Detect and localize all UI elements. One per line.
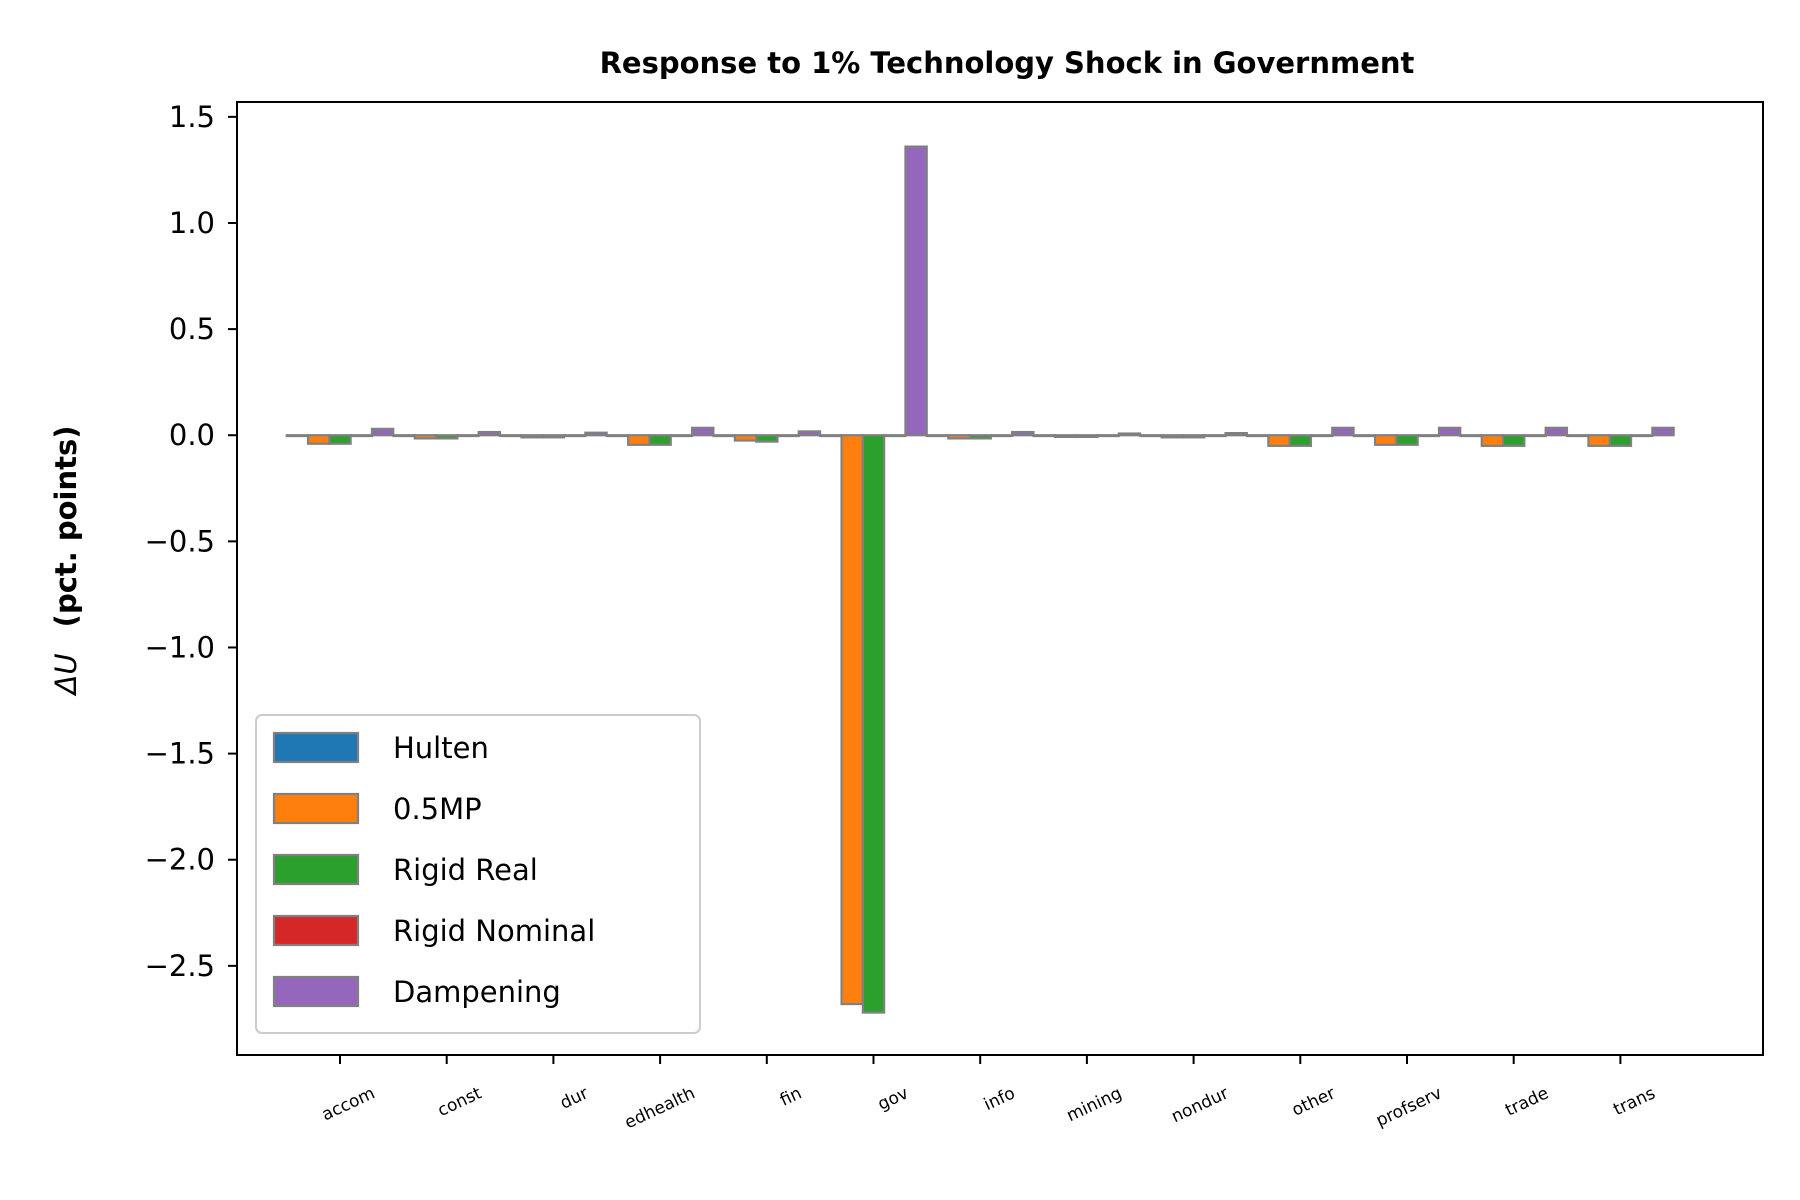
bar-accom-rigid-nominal — [349, 434, 374, 438]
bar-nondur-dampening — [1224, 432, 1248, 437]
bar-other-rigid-nominal — [1309, 434, 1334, 438]
bar-profserv-hulten — [1352, 434, 1377, 438]
bar-fin-rigid-real — [755, 434, 779, 443]
bar-info-rigid-nominal — [989, 434, 1014, 438]
bar-nondur-hulten — [1139, 434, 1163, 438]
bar-trade-0-5mp — [1480, 434, 1505, 447]
bar-fin-dampening — [797, 430, 822, 437]
bar-other-0-5mp — [1267, 434, 1291, 447]
bar-dur-0-5mp — [520, 434, 544, 439]
legend: Hulten 0.5MP Rigid Real Rigid Nominal Dampen… — [255, 714, 701, 1034]
y-tick-label: 1.5 — [169, 100, 215, 134]
bar-info-dampening — [1011, 430, 1035, 437]
bar-trans-dampening — [1651, 426, 1675, 437]
bar-profserv-dampening — [1437, 426, 1462, 437]
plot-frame — [236, 101, 1764, 1056]
bar-trans-0-5mp — [1587, 434, 1611, 447]
bar-nondur-rigid-nominal — [1203, 434, 1227, 438]
bar-mining-dampening — [1117, 432, 1142, 437]
bar-mining-rigid-real — [1075, 434, 1099, 439]
bar-fin-rigid-nominal — [776, 434, 800, 438]
y-tick-label: 0.5 — [169, 312, 215, 346]
bar-other-dampening — [1331, 426, 1355, 437]
bar-dur-rigid-real — [541, 434, 566, 439]
bar-fin-hulten — [712, 434, 736, 438]
bar-edhealth-rigid-real — [648, 434, 672, 446]
bar-edhealth-0-5mp — [627, 434, 651, 446]
legend-swatch-rigid-real — [272, 853, 360, 886]
y-tick-label: −1.0 — [145, 630, 215, 664]
bar-dur-hulten — [499, 434, 523, 438]
bar-trade-hulten — [1459, 434, 1483, 438]
y-tick-label: 1.0 — [169, 206, 215, 240]
y-tick-label: −2.0 — [145, 843, 215, 877]
bar-accom-0-5mp — [306, 434, 331, 445]
bar-accom-dampening — [370, 427, 395, 437]
bar-nondur-0-5mp — [1160, 434, 1185, 439]
y-tick-label: −2.5 — [145, 949, 215, 983]
y-axis-label-unit: (pct. points) — [49, 425, 83, 627]
legend-label: Hulten — [393, 731, 489, 765]
svg-text:ΔU (pct. points): ΔU (pct. points) — [49, 425, 83, 696]
bar-mining-rigid-nominal — [1096, 434, 1120, 438]
bar-gov-dampening — [904, 145, 928, 437]
legend-label: 0.5MP — [393, 792, 482, 826]
y-tick-label: 0.0 — [169, 418, 215, 452]
bar-trans-rigid-nominal — [1629, 434, 1654, 438]
legend-swatch-dampening — [272, 975, 360, 1008]
legend-label: Rigid Nominal — [393, 914, 595, 948]
bar-const-0-5mp — [413, 434, 438, 440]
bar-const-rigid-real — [434, 434, 459, 440]
y-axis-label-symbol: ΔU — [49, 653, 83, 696]
bar-gov-rigid-nominal — [883, 434, 907, 438]
bar-profserv-rigid-nominal — [1416, 434, 1441, 438]
bar-profserv-rigid-real — [1395, 434, 1419, 446]
legend-label: Rigid Real — [393, 853, 538, 887]
legend-label: Dampening — [393, 975, 561, 1009]
legend-frame — [255, 714, 701, 1034]
bar-gov-hulten — [819, 434, 843, 438]
bar-trans-hulten — [1566, 434, 1590, 438]
bar-accom-hulten — [285, 434, 310, 438]
bar-gov-rigid-real — [861, 434, 886, 1014]
y-tick-label: −1.5 — [145, 737, 215, 771]
legend-swatch-rigid-nominal — [272, 914, 360, 947]
bar-info-0-5mp — [947, 434, 971, 440]
bar-trade-rigid-nominal — [1523, 434, 1547, 438]
bar-info-hulten — [925, 434, 950, 438]
bar-const-dampening — [477, 430, 502, 437]
y-axis-label: ΔU (pct. points) — [49, 425, 83, 696]
bar-const-hulten — [392, 434, 416, 438]
bar-other-hulten — [1245, 434, 1270, 438]
bar-const-rigid-nominal — [456, 434, 480, 438]
bar-dur-dampening — [584, 431, 608, 437]
bar-nondur-rigid-real — [1181, 434, 1206, 439]
bar-trade-dampening — [1544, 426, 1569, 437]
bar-accom-rigid-real — [328, 434, 352, 445]
bar-trade-rigid-real — [1501, 434, 1526, 447]
bar-trans-rigid-real — [1608, 434, 1633, 447]
bar-mining-0-5mp — [1053, 434, 1078, 439]
legend-swatch-0-5mp — [272, 792, 360, 825]
bar-edhealth-dampening — [690, 426, 715, 437]
y-tick-label: −0.5 — [145, 524, 215, 558]
bar-edhealth-hulten — [605, 434, 630, 438]
bar-info-rigid-real — [968, 434, 992, 440]
bar-gov-0-5mp — [840, 434, 864, 1006]
bar-fin-0-5mp — [733, 434, 758, 442]
bar-mining-hulten — [1032, 434, 1057, 438]
bar-edhealth-rigid-nominal — [669, 434, 694, 438]
bar-dur-rigid-nominal — [562, 434, 587, 438]
legend-swatch-hulten — [272, 731, 360, 764]
bar-other-rigid-real — [1288, 434, 1313, 447]
bar-profserv-0-5mp — [1373, 434, 1398, 446]
chart-title: Response to 1% Technology Shock in Gover… — [600, 46, 1415, 80]
